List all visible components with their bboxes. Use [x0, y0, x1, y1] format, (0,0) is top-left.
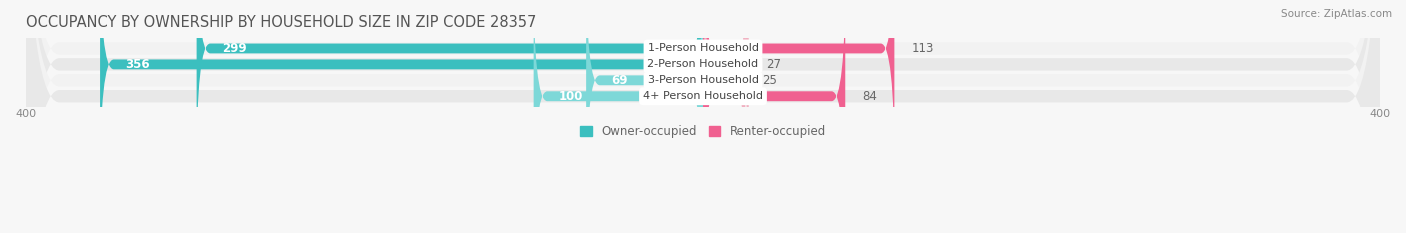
- Text: 299: 299: [222, 42, 246, 55]
- FancyBboxPatch shape: [586, 0, 703, 203]
- FancyBboxPatch shape: [534, 0, 703, 219]
- Text: 100: 100: [560, 90, 583, 103]
- Text: OCCUPANCY BY OWNERSHIP BY HOUSEHOLD SIZE IN ZIP CODE 28357: OCCUPANCY BY OWNERSHIP BY HOUSEHOLD SIZE…: [25, 15, 536, 30]
- FancyBboxPatch shape: [25, 0, 1381, 233]
- Text: 1-Person Household: 1-Person Household: [648, 44, 758, 53]
- Legend: Owner-occupied, Renter-occupied: Owner-occupied, Renter-occupied: [579, 125, 827, 138]
- Text: 113: 113: [911, 42, 934, 55]
- Text: 356: 356: [125, 58, 150, 71]
- FancyBboxPatch shape: [703, 0, 894, 171]
- FancyBboxPatch shape: [100, 0, 703, 187]
- FancyBboxPatch shape: [25, 0, 1381, 233]
- Text: Source: ZipAtlas.com: Source: ZipAtlas.com: [1281, 9, 1392, 19]
- Text: 69: 69: [612, 74, 628, 87]
- Text: 25: 25: [762, 74, 778, 87]
- Text: 2-Person Household: 2-Person Household: [647, 59, 759, 69]
- Text: 4+ Person Household: 4+ Person Household: [643, 91, 763, 101]
- Text: 84: 84: [862, 90, 877, 103]
- FancyBboxPatch shape: [25, 0, 1381, 233]
- FancyBboxPatch shape: [197, 0, 703, 171]
- FancyBboxPatch shape: [25, 0, 1381, 233]
- FancyBboxPatch shape: [703, 0, 845, 219]
- Text: 27: 27: [766, 58, 780, 71]
- FancyBboxPatch shape: [703, 0, 749, 187]
- FancyBboxPatch shape: [703, 0, 745, 203]
- Text: 3-Person Household: 3-Person Household: [648, 75, 758, 85]
